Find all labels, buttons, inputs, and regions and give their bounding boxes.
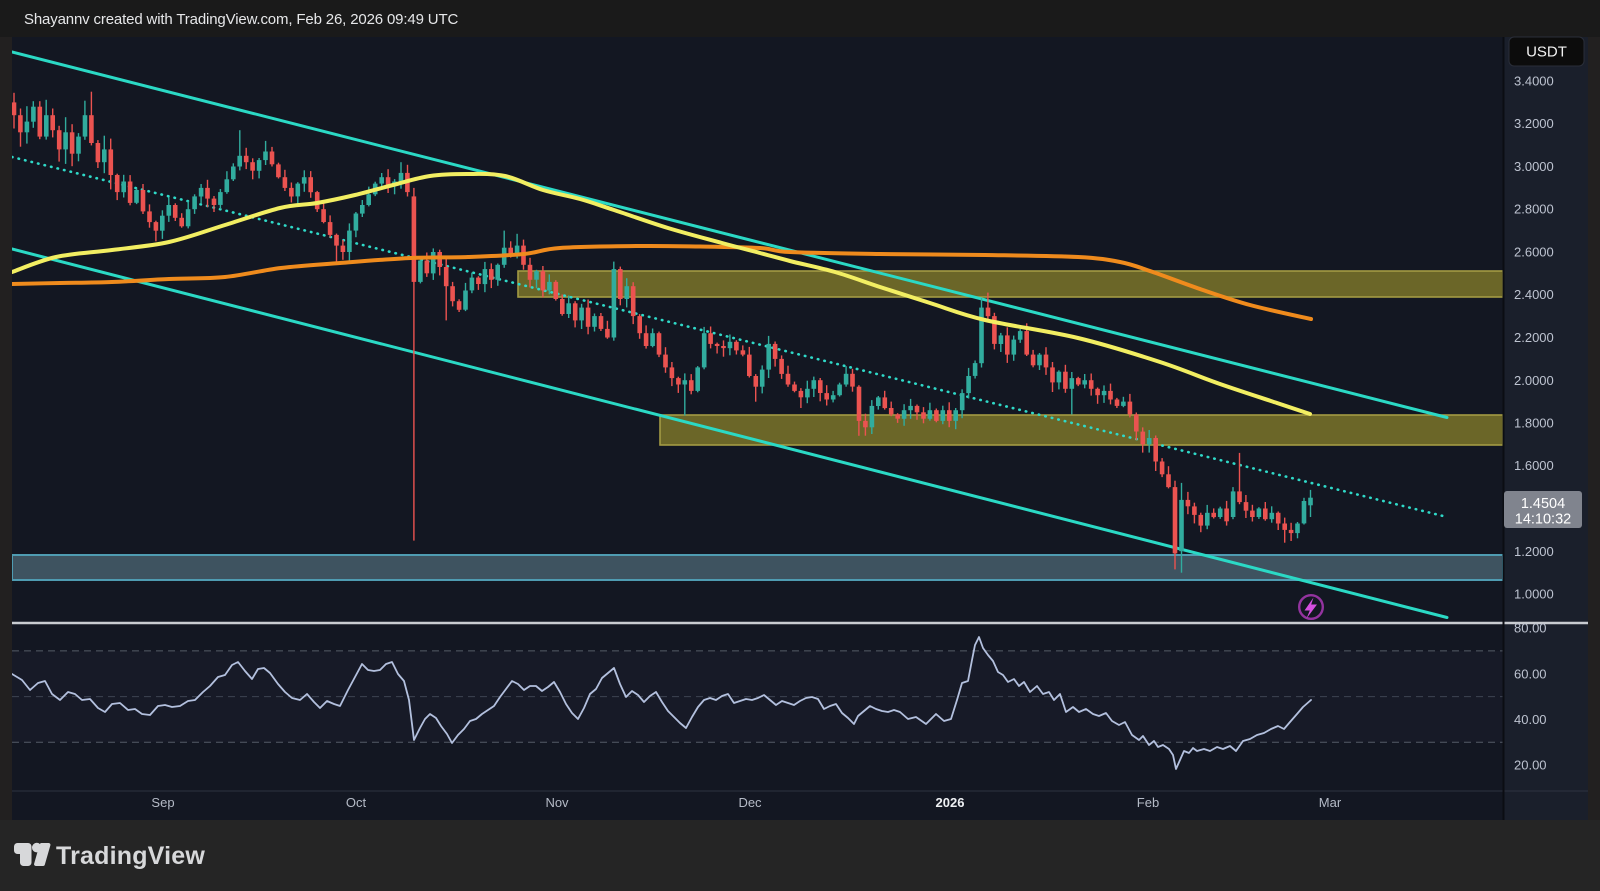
svg-text:20.00: 20.00 [1514,758,1547,773]
svg-text:2.4000: 2.4000 [1514,287,1554,302]
svg-text:14:10:32: 14:10:32 [1515,512,1571,528]
svg-text:3.0000: 3.0000 [1514,159,1554,174]
svg-text:Dec: Dec [738,795,762,810]
svg-text:1.8000: 1.8000 [1514,416,1554,431]
svg-text:1.4504: 1.4504 [1521,496,1565,512]
svg-text:3.2000: 3.2000 [1514,116,1554,131]
svg-text:2.8000: 2.8000 [1514,202,1554,217]
svg-text:2.6000: 2.6000 [1514,245,1554,260]
svg-text:3.4000: 3.4000 [1514,74,1554,89]
svg-text:Nov: Nov [545,795,569,810]
svg-text:USDT: USDT [1526,44,1567,61]
svg-text:80.00: 80.00 [1514,621,1547,636]
svg-text:40.00: 40.00 [1514,712,1547,727]
svg-text:Oct: Oct [346,795,367,810]
svg-text:2.0000: 2.0000 [1514,373,1554,388]
svg-text:1.0000: 1.0000 [1514,587,1554,602]
svg-text:Shayannv created with TradingV: Shayannv created with TradingView.com, F… [24,11,458,28]
svg-text:1.2000: 1.2000 [1514,544,1554,559]
svg-text:Mar: Mar [1319,795,1342,810]
svg-text:1.6000: 1.6000 [1514,458,1554,473]
svg-text:2026: 2026 [936,795,965,810]
svg-text:2.2000: 2.2000 [1514,330,1554,345]
svg-text:Feb: Feb [1137,795,1159,810]
svg-text:60.00: 60.00 [1514,667,1547,682]
svg-text:TradingView: TradingView [56,842,205,870]
svg-text:Sep: Sep [151,795,174,810]
